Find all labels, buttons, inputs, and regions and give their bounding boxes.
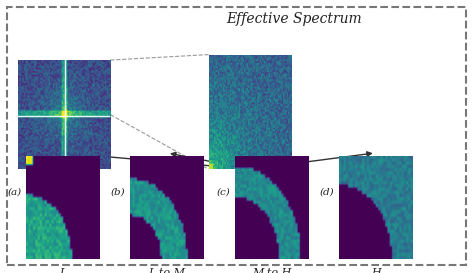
Text: (d): (d)	[319, 188, 334, 196]
Point	[108, 58, 113, 62]
Text: M to H: M to H	[252, 268, 291, 273]
Text: Effective Spectrum: Effective Spectrum	[226, 12, 362, 26]
Text: (b): (b)	[111, 188, 126, 196]
Line: 2 pts: 2 pts	[110, 55, 209, 60]
Text: (a): (a)	[7, 188, 21, 196]
Point	[206, 168, 211, 171]
Point	[206, 53, 211, 56]
Point	[108, 113, 113, 116]
Text: H: H	[371, 268, 381, 273]
Text: L: L	[59, 268, 66, 273]
Text: (c): (c)	[216, 188, 230, 196]
Line: 2 pts: 2 pts	[110, 115, 209, 169]
Text: L to M: L to M	[148, 268, 186, 273]
Text: Spectrum: Spectrum	[36, 180, 92, 190]
